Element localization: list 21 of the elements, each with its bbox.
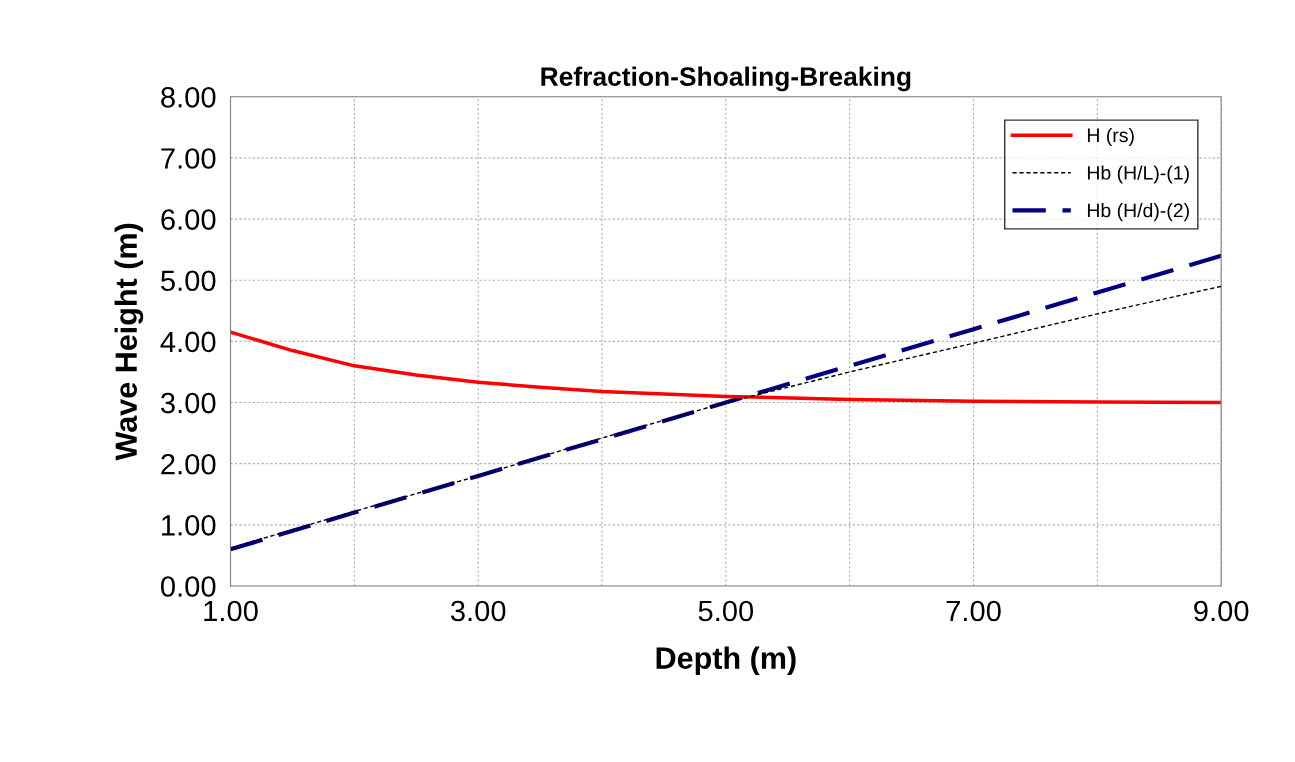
x-tick-label: 1.00 <box>204 600 258 622</box>
x-tick-label: 7.00 <box>946 600 1001 622</box>
y-tick-label: 7.00 <box>161 148 216 169</box>
x-tick-label: 3.00 <box>450 600 506 622</box>
legend-label: Hb (H/d)-(2) <box>1087 203 1189 222</box>
y-tick-label: 0.00 <box>161 576 216 597</box>
x-tick-label: 9.00 <box>1194 600 1249 622</box>
line-series <box>230 330 1222 405</box>
x-axis-title: Depth (m) <box>656 646 796 675</box>
chart-title: Refraction-Shoaling-Breaking <box>541 66 911 92</box>
y-tick-label: 1.00 <box>162 515 216 536</box>
y-tick-label: 6.00 <box>161 209 216 230</box>
y-tick-label: 2.00 <box>161 453 216 475</box>
y-tick-label: 4.00 <box>160 331 216 353</box>
y-axis-title: Wave Height (m) <box>114 223 144 461</box>
x-tick-label: 5.00 <box>698 600 754 622</box>
y-tick-label: 3.00 <box>160 392 216 414</box>
legend-label: H (rs) <box>1087 127 1134 146</box>
legend-label: Hb (H/L)-(1) <box>1087 165 1189 184</box>
y-tick-label: 8.00 <box>161 86 216 108</box>
y-tick-label: 5.00 <box>161 270 216 292</box>
